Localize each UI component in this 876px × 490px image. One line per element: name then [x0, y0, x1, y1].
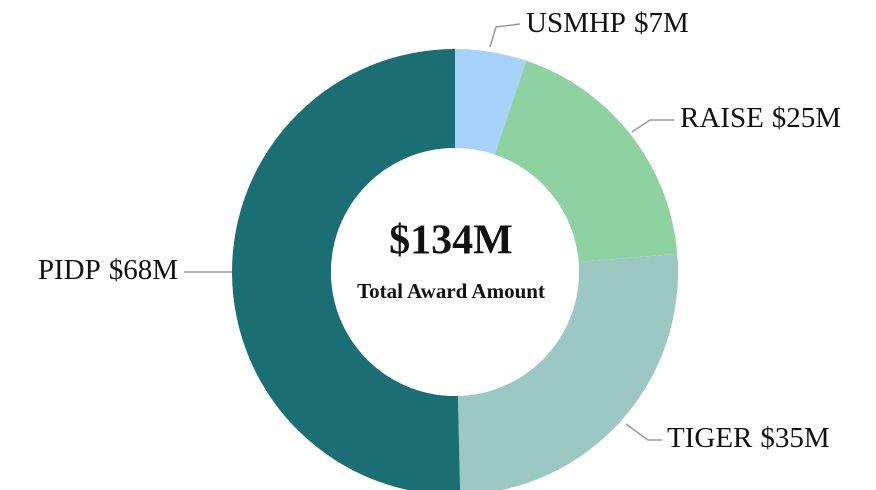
center-value: $134M	[389, 218, 513, 264]
center-label: Total Award Amount	[357, 279, 545, 303]
value-label: $35M	[760, 422, 829, 454]
value-label: $25M	[772, 102, 841, 134]
category-name: USMHP	[526, 7, 626, 39]
value-label: $68M	[109, 254, 178, 286]
category-name: RAISE	[680, 102, 764, 134]
leader-line	[631, 119, 674, 133]
donut	[232, 49, 678, 490]
leader-line	[625, 423, 662, 441]
slice	[455, 49, 527, 155]
value-label: $7M	[634, 7, 689, 39]
slice-label: USMHP $7M	[526, 7, 689, 39]
donut-hole	[331, 148, 579, 396]
category-name: TIGER	[667, 422, 753, 454]
category-name: PIDP	[38, 254, 101, 286]
slice-label: PIDP $68M	[38, 254, 178, 286]
slice-label: RAISE $25M	[680, 102, 841, 134]
slice	[457, 253, 678, 490]
slice-label: TIGER $35M	[667, 422, 830, 454]
slice	[232, 49, 461, 490]
leader-line	[489, 23, 521, 48]
slice	[494, 60, 678, 262]
